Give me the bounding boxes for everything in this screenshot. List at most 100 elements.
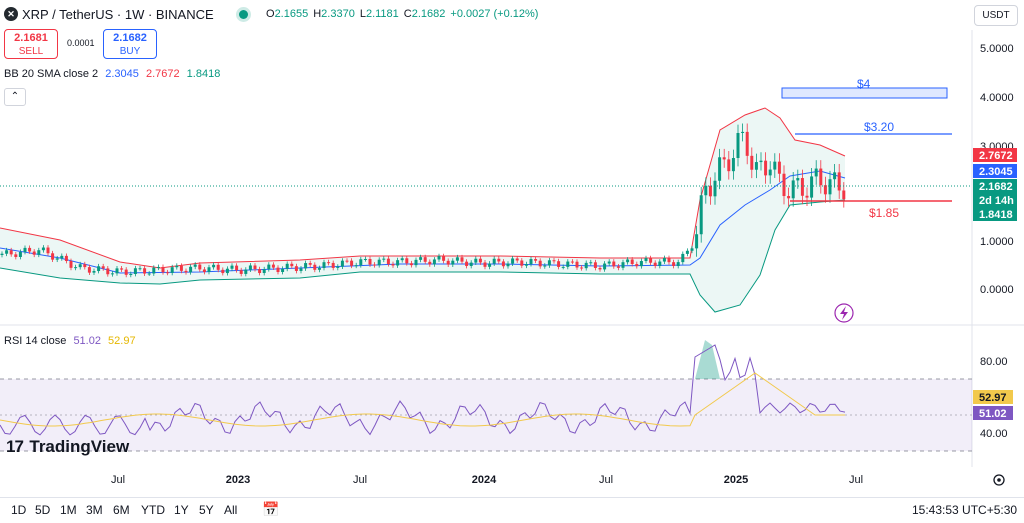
rsi-overbought-fill bbox=[695, 340, 720, 379]
candle-body bbox=[469, 262, 473, 266]
timeframe-ytd[interactable]: YTD bbox=[141, 503, 165, 517]
price-tag-label: 2.1682 bbox=[979, 181, 1013, 193]
candle-body bbox=[271, 264, 275, 268]
candle-body bbox=[87, 267, 91, 273]
candle-body bbox=[584, 262, 588, 269]
candle-body bbox=[340, 260, 344, 267]
candle-body bbox=[133, 268, 137, 275]
buy-button[interactable]: 2.1682 BUY bbox=[103, 29, 157, 59]
candle-body bbox=[837, 172, 841, 191]
rsi-indicator-legend[interactable]: RSI 14 close 51.02 52.97 bbox=[4, 335, 136, 347]
candle-body bbox=[810, 176, 814, 198]
candle-body bbox=[672, 262, 676, 266]
candle-body bbox=[322, 262, 326, 269]
candle-body bbox=[97, 266, 101, 272]
candle-body bbox=[750, 155, 754, 170]
timeframe-5d[interactable]: 5D bbox=[35, 503, 51, 517]
candle-body bbox=[800, 178, 804, 196]
candle-body bbox=[787, 196, 791, 199]
rsi-line bbox=[0, 344, 846, 436]
target-320-label: $3.20 bbox=[864, 120, 894, 134]
candle-body bbox=[630, 259, 634, 265]
ohlc-key: O bbox=[266, 8, 275, 20]
timeframe-all[interactable]: All bbox=[224, 503, 238, 517]
candle-body bbox=[46, 247, 50, 254]
chart-settings-icon[interactable] bbox=[993, 474, 1005, 486]
time-axis-label: Jul bbox=[599, 474, 613, 486]
candle-body bbox=[501, 261, 505, 267]
rsi-axis[interactable]: 80.00 40.00 bbox=[980, 356, 1008, 440]
bb-basis-value: 2.3045 bbox=[105, 68, 139, 80]
candle-body bbox=[791, 180, 795, 199]
candle-body bbox=[690, 248, 694, 251]
candle-body bbox=[796, 178, 800, 181]
price-tag bbox=[973, 164, 1017, 178]
bottom-toolbar: 📅 15:43:53 UTC+5:30 1D 5D 1M 3M 6M YTD 1Y 5Y All bbox=[0, 497, 1024, 523]
candle-body bbox=[359, 259, 363, 266]
candle-body bbox=[626, 259, 630, 263]
timeframe-5y[interactable]: 5Y bbox=[199, 503, 214, 517]
chart-header: ✕ XRP / TetherUS · 1W · BINANCE O2.1655 H… bbox=[0, 0, 1024, 30]
symbol-title[interactable]: XRP / TetherUS · 1W · BINANCE bbox=[22, 7, 214, 22]
candle-body bbox=[382, 258, 386, 260]
candle-body bbox=[736, 132, 740, 158]
sell-button[interactable]: 2.1681 SELL bbox=[4, 29, 58, 59]
clock[interactable]: 15:43:53 UTC+5:30 bbox=[912, 503, 1018, 517]
candle-body bbox=[166, 272, 170, 274]
candle-body bbox=[547, 260, 551, 266]
ohlc-legend: O2.1655 H2.3370 L2.1181 C2.1682 +0.0027 (+0.… bbox=[266, 8, 543, 20]
candle-body bbox=[515, 258, 519, 261]
candle-body bbox=[193, 264, 197, 267]
bb-lower-value: 1.8418 bbox=[186, 68, 221, 80]
ohlc-value: 2.1655 bbox=[274, 8, 309, 20]
candle-body bbox=[699, 195, 703, 235]
candle-body bbox=[474, 258, 478, 263]
timeframe-1m[interactable]: 1M bbox=[60, 503, 77, 517]
candle-body bbox=[649, 258, 653, 263]
timeframe-1d[interactable]: 1D bbox=[11, 503, 27, 517]
price-chart[interactable]: $4 $3.20 $1.85 5.00004.00003.00001.00000… bbox=[0, 0, 1024, 497]
ohlc-value: 2.3370 bbox=[321, 8, 355, 20]
bb-basis-line bbox=[0, 170, 846, 274]
lightning-icon[interactable] bbox=[834, 303, 854, 323]
ohlc-value: 2.1181 bbox=[365, 8, 399, 20]
candle-body bbox=[483, 262, 487, 267]
timeframe-3m[interactable]: 3M bbox=[86, 503, 103, 517]
rsi-tags: 52.97 51.02 bbox=[973, 390, 1013, 420]
bb-indicator-legend[interactable]: BB 20 SMA close 2 2.3045 2.7672 1.8418 bbox=[4, 68, 220, 80]
candle-body bbox=[258, 269, 262, 274]
candle-body bbox=[478, 258, 482, 263]
candle-body bbox=[814, 168, 818, 177]
candle-body bbox=[299, 268, 303, 271]
time-axis-label: 2023 bbox=[226, 474, 250, 486]
candle-body bbox=[202, 269, 206, 272]
candle-body bbox=[777, 161, 781, 174]
timeframe-6m[interactable]: 6M bbox=[113, 503, 130, 517]
candle-body bbox=[184, 270, 188, 273]
candle-body bbox=[386, 258, 390, 265]
timeframe-1y[interactable]: 1Y bbox=[174, 503, 189, 517]
candle-body bbox=[561, 266, 565, 268]
candle-body bbox=[285, 263, 289, 269]
currency-selector[interactable]: USDT bbox=[974, 5, 1018, 26]
candle-body bbox=[538, 260, 542, 267]
candle-body bbox=[419, 257, 423, 260]
tradingview-logo[interactable]: 17 TradingView bbox=[6, 437, 129, 457]
candle-body bbox=[32, 251, 36, 255]
chart-settings-center bbox=[997, 478, 1001, 482]
target-4-box[interactable] bbox=[781, 87, 948, 99]
bb-lower-line bbox=[0, 199, 846, 313]
time-axis-label: Jul bbox=[111, 474, 125, 486]
candle-body bbox=[520, 260, 524, 266]
time-axis[interactable]: Jul 2023 Jul 2024 Jul 2025 Jul bbox=[111, 474, 863, 486]
time-axis-label: Jul bbox=[353, 474, 367, 486]
candle-body bbox=[833, 172, 837, 180]
candle-body bbox=[244, 269, 248, 274]
candle-body bbox=[492, 258, 496, 264]
collapse-legend-button[interactable]: ⌃ bbox=[4, 88, 26, 106]
calendar-goto-icon[interactable]: 📅 bbox=[262, 501, 280, 517]
candle-body bbox=[409, 263, 413, 266]
candle-body bbox=[773, 161, 777, 170]
candle-body bbox=[120, 268, 124, 270]
